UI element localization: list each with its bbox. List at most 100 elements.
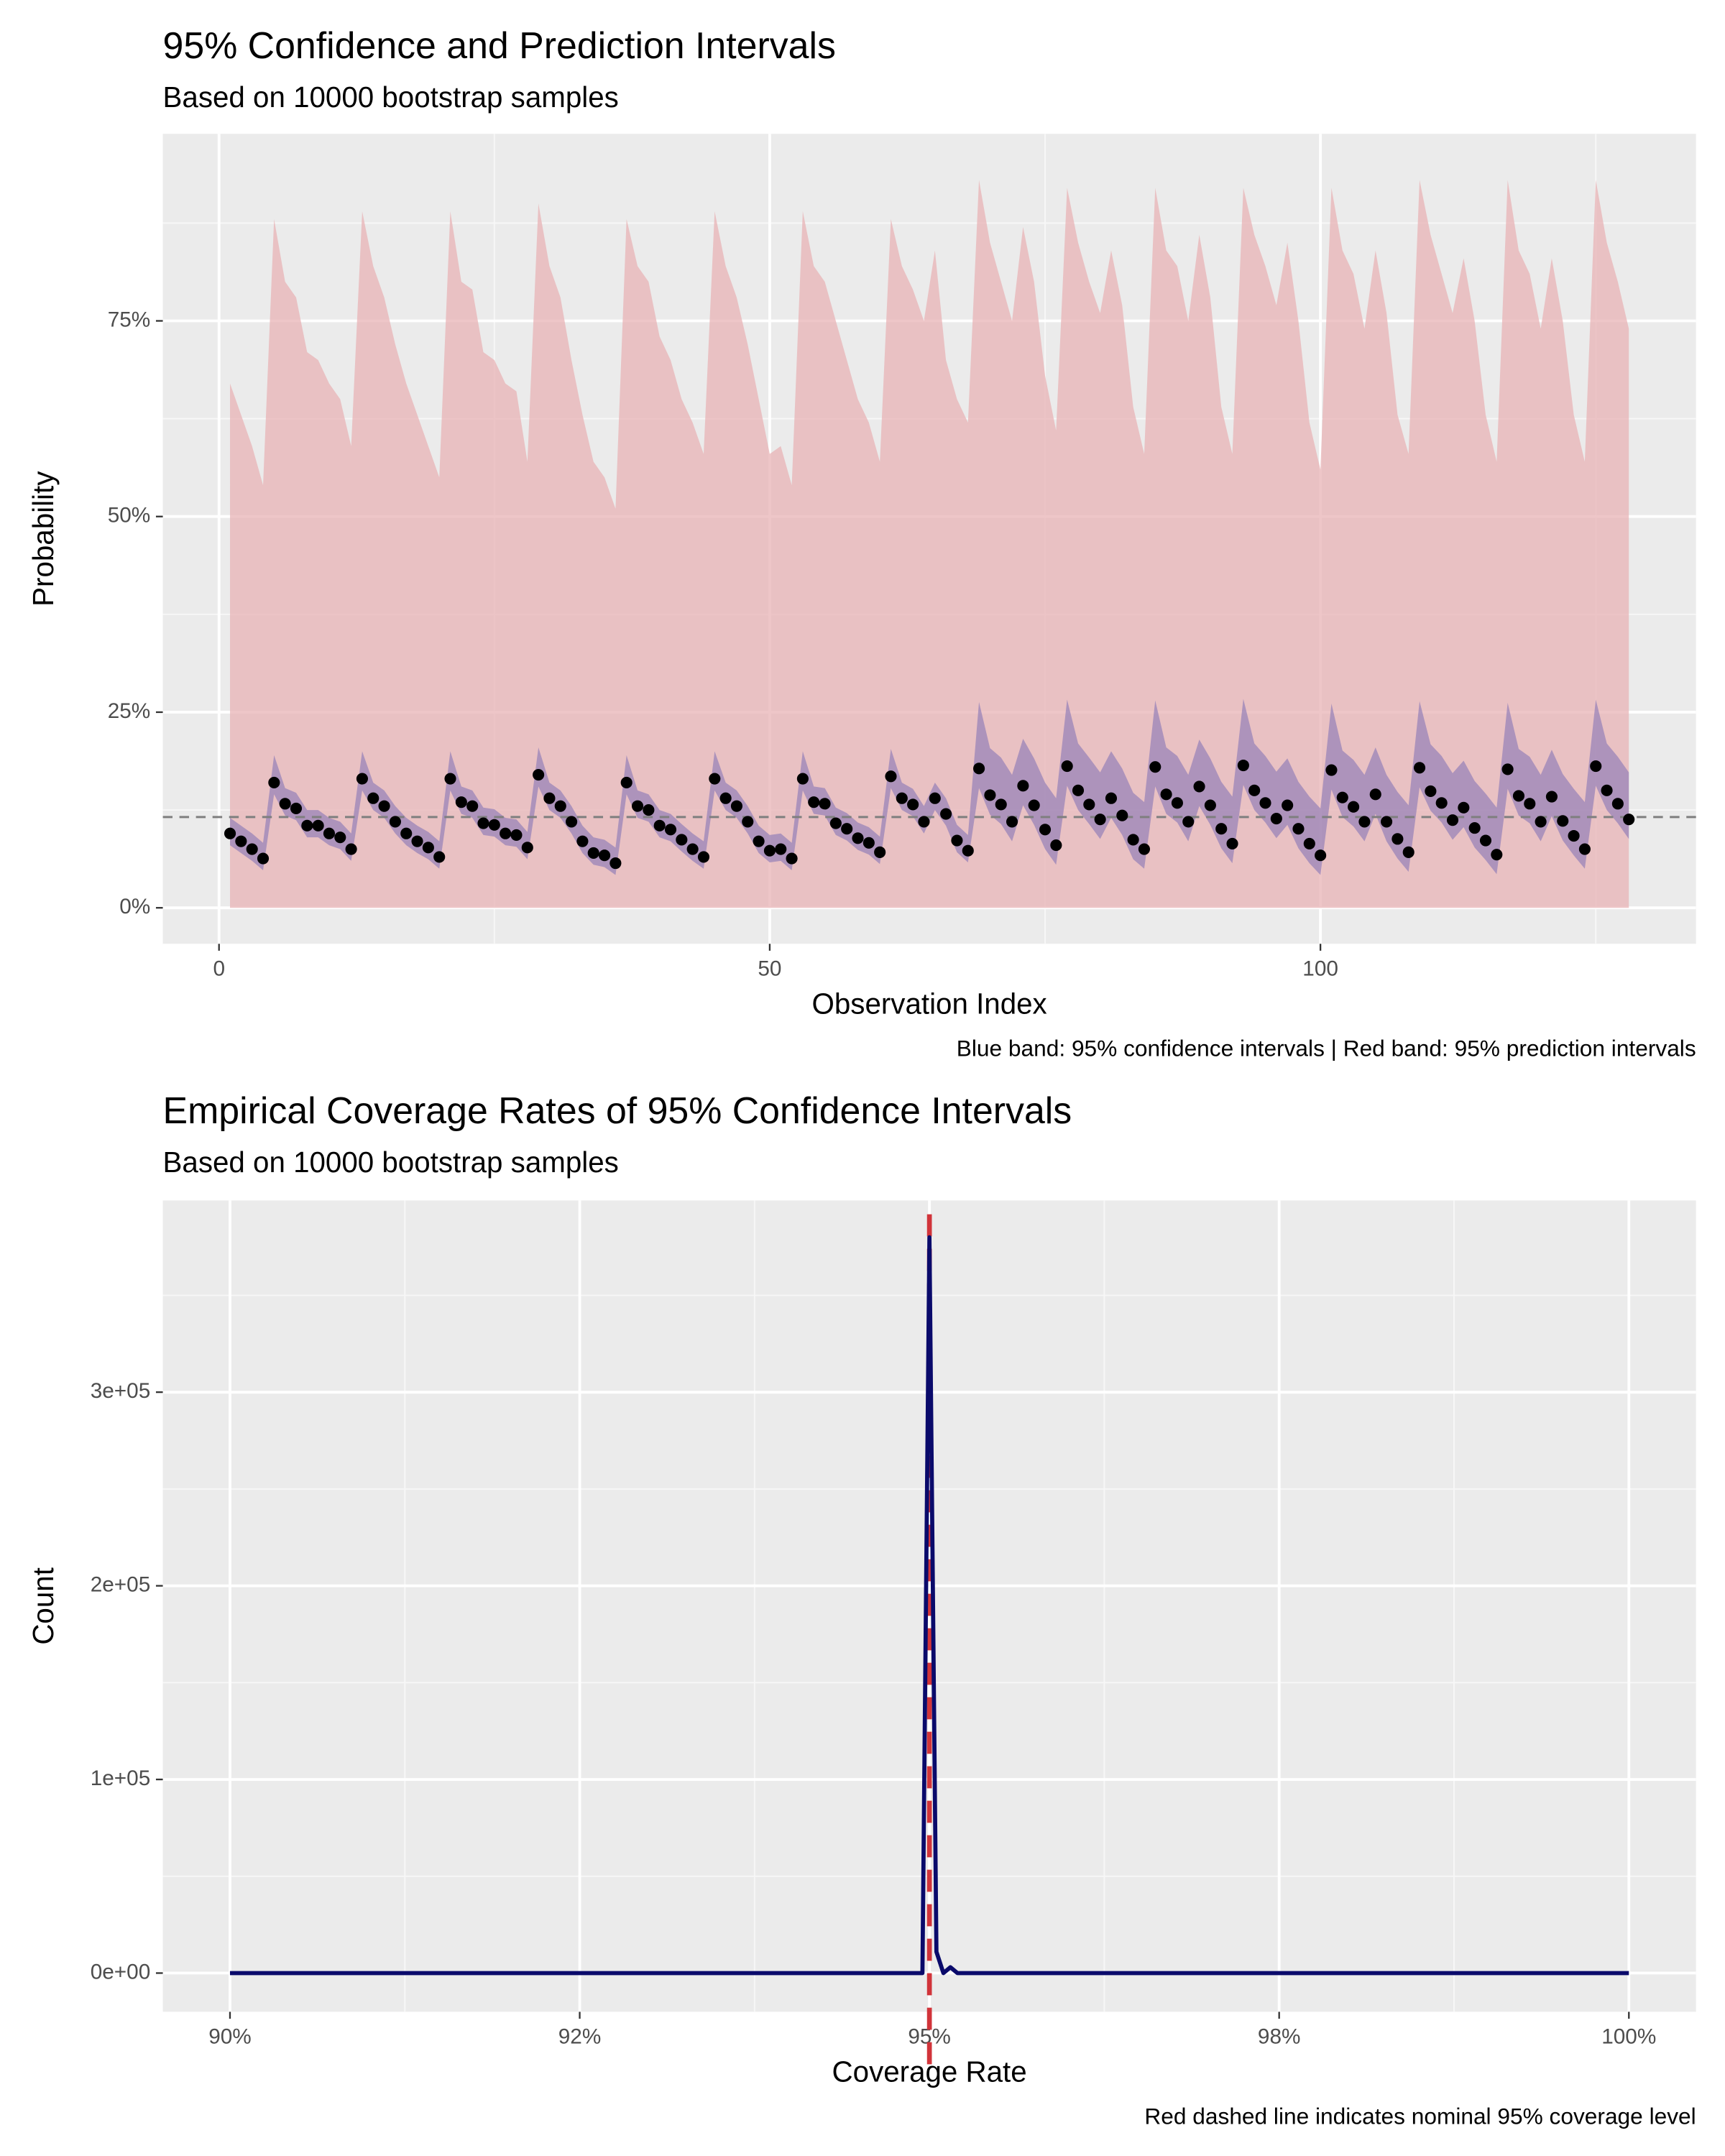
point (709, 773, 721, 785)
point (356, 773, 368, 785)
point (1325, 764, 1338, 776)
confidence-band (230, 699, 1629, 875)
point (1425, 785, 1437, 798)
point (533, 769, 545, 781)
point (1590, 760, 1602, 773)
point (1315, 849, 1327, 862)
chart-title: 95% Confidence and Prediction Intervals (163, 24, 836, 66)
point (1557, 815, 1569, 827)
point (345, 843, 357, 855)
caption: Red dashed line indicates nominal 95% co… (1144, 2104, 1696, 2129)
point (1611, 798, 1624, 810)
point (367, 792, 380, 804)
point (1083, 798, 1095, 811)
point (566, 816, 578, 828)
point (885, 770, 897, 783)
point (235, 835, 247, 847)
y-tick-label: 2e+05 (91, 1572, 151, 1596)
point (1226, 837, 1238, 849)
point (422, 842, 434, 854)
frequency-line (229, 1235, 1629, 1976)
point (862, 837, 875, 849)
point (1578, 843, 1591, 855)
point (1392, 833, 1404, 845)
point (1524, 798, 1536, 810)
point (477, 817, 489, 829)
point (1050, 839, 1062, 852)
point (929, 792, 941, 804)
point (1149, 761, 1162, 773)
point (1138, 843, 1151, 855)
point (742, 816, 754, 828)
point (1248, 784, 1261, 796)
point (1446, 814, 1459, 826)
x-tick-label: 100% (1601, 2025, 1656, 2049)
point (841, 823, 853, 835)
point (1017, 780, 1029, 792)
point (389, 816, 401, 828)
point (411, 835, 423, 847)
point (246, 843, 258, 855)
point (510, 829, 523, 841)
point (290, 802, 303, 814)
prediction-band (230, 180, 1629, 908)
point (1402, 846, 1414, 858)
point (874, 846, 886, 858)
point (500, 827, 512, 839)
y-tick-label: 50% (108, 504, 151, 528)
point (1204, 799, 1216, 811)
point (334, 831, 346, 844)
point (301, 819, 313, 831)
point (1358, 816, 1371, 828)
point (763, 844, 776, 857)
point (1501, 763, 1514, 775)
x-axis-label: Coverage Rate (832, 2055, 1027, 2088)
point (1105, 792, 1118, 804)
x-tick-label: 90% (208, 2025, 252, 2049)
point (775, 843, 787, 855)
point (1336, 791, 1348, 803)
y-tick-label: 0% (119, 895, 150, 918)
point (829, 817, 842, 829)
point (1348, 801, 1360, 813)
point (620, 776, 632, 789)
point (686, 843, 699, 855)
point (918, 816, 930, 828)
x-tick-label: 98% (1258, 2025, 1301, 2049)
point (1545, 791, 1558, 803)
point (1282, 799, 1294, 811)
y-axis-label: Probability (27, 471, 60, 607)
point (1116, 809, 1128, 821)
point (1568, 829, 1580, 842)
point (719, 792, 732, 804)
point (1535, 816, 1547, 828)
point (973, 763, 985, 775)
point (1601, 784, 1613, 796)
caption: Blue band: 95% confidence intervals | Re… (957, 1035, 1696, 1061)
point (984, 789, 996, 801)
point (1292, 823, 1305, 835)
point (1127, 834, 1139, 846)
point (653, 819, 666, 831)
point (940, 808, 952, 820)
point (257, 852, 270, 865)
point (400, 827, 413, 839)
point (312, 819, 324, 831)
point (1458, 801, 1470, 814)
point (852, 832, 864, 844)
point (1491, 849, 1503, 861)
point (664, 824, 677, 836)
point (1435, 797, 1448, 809)
point (697, 851, 710, 863)
point (1193, 780, 1205, 793)
point (444, 773, 456, 785)
point (1160, 788, 1172, 801)
point (1479, 834, 1492, 847)
point (907, 798, 919, 811)
point (1413, 762, 1426, 774)
point (951, 834, 963, 847)
point (819, 798, 831, 810)
point (1094, 814, 1106, 826)
